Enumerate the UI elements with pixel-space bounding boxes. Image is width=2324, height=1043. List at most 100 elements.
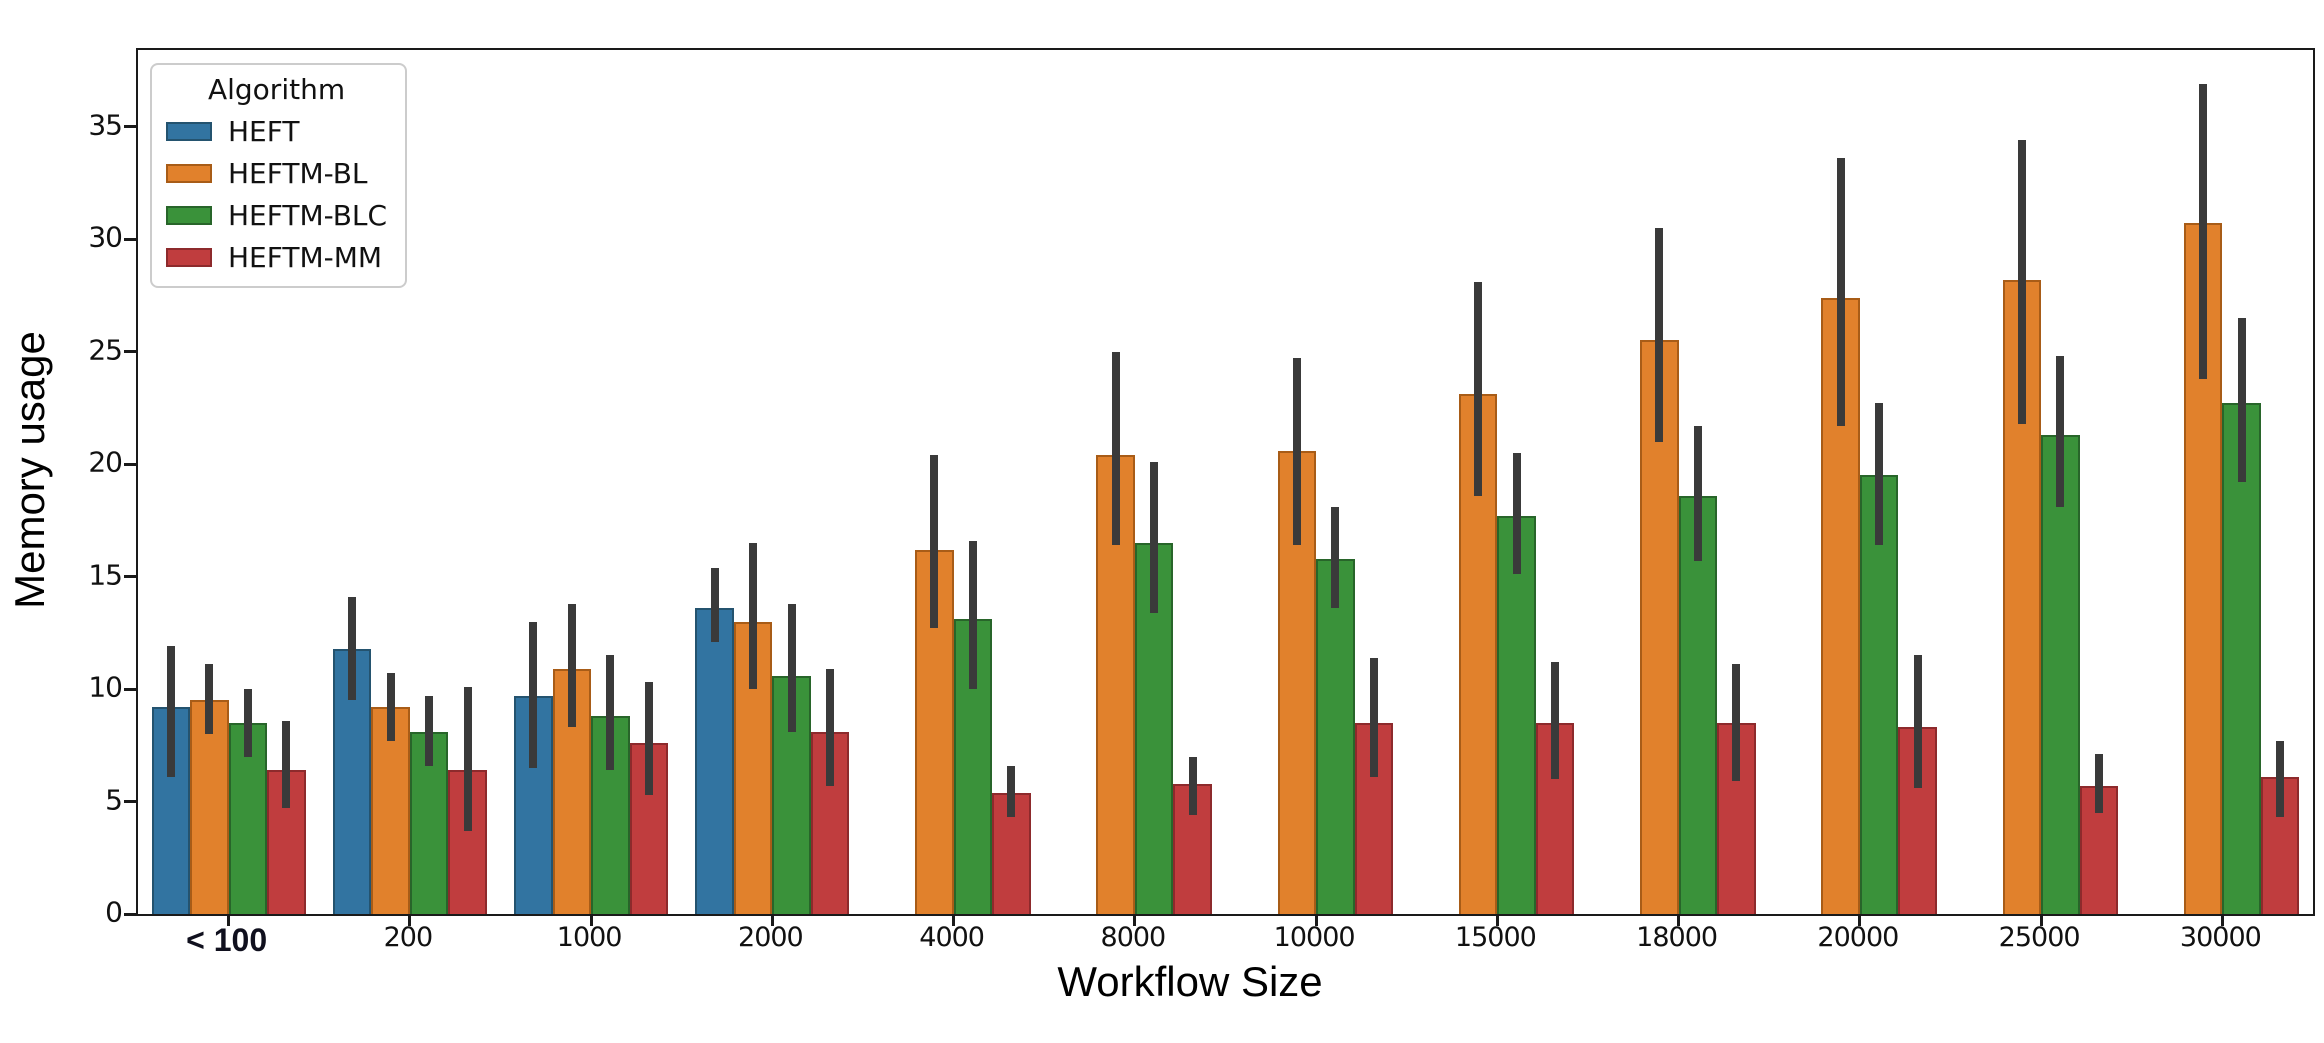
error-bar-HEFTM-BL-18000 — [1655, 227, 1664, 442]
x-tick-label-2000: 2000 — [738, 922, 804, 953]
plot-area — [138, 50, 2313, 914]
error-bar-HEFTM-BL-4000 — [930, 455, 939, 629]
error-bar-HEFTM-MM-4000 — [1007, 765, 1016, 818]
x-tick-10000 — [1314, 914, 1318, 926]
legend-items: HEFT HEFTM-BL HEFTM-BLC HEFTM-MM — [166, 115, 387, 274]
y-axis-label: Memory usage — [6, 331, 53, 609]
x-tick-25000 — [2039, 914, 2043, 926]
y-tick-label-0: 0 — [105, 895, 123, 929]
error-bar-HEFTM-MM-10000 — [1369, 657, 1378, 777]
error-bar-HEFTM-BL-1000 — [567, 603, 576, 728]
y-tick-25 — [124, 350, 136, 354]
error-bar-HEFTM-BLC-25000 — [2056, 356, 2065, 507]
legend-item-HEFTM-MM: HEFTM-MM — [166, 241, 387, 274]
legend-label: HEFTM-BL — [228, 157, 368, 190]
error-bar-HEFTM-MM-20000 — [1913, 655, 1922, 788]
error-bar-HEFTM-BL-30000 — [2199, 83, 2208, 379]
legend-item-HEFT: HEFT — [166, 115, 387, 148]
x-tick-200 — [408, 914, 412, 926]
x-tick-2000 — [770, 914, 774, 926]
y-tick-label-30: 30 — [88, 220, 123, 254]
error-bar-HEFTM-MM-15000 — [1551, 662, 1560, 779]
x-tick-label-20000: 20000 — [1817, 922, 1899, 953]
x-tick-label-25000: 25000 — [1998, 922, 2081, 953]
x-tick-15000 — [1495, 914, 1499, 926]
bar-HEFT-200 — [332, 648, 372, 914]
plot-box: Algorithm HEFT HEFTM-BL HEFTM-BLC HEFTM-MM — [124, 48, 2315, 926]
error-bar-HEFTM-MM-25000 — [2094, 754, 2103, 813]
x-tick-label-4000: 4000 — [919, 922, 985, 953]
error-bar-HEFTM-BL-10000 — [1292, 358, 1301, 545]
bar-HEFTM-BL-< 100 — [190, 700, 229, 914]
error-bar-HEFTM-BLC-10000 — [1331, 506, 1340, 608]
y-tick-30 — [124, 237, 136, 241]
error-bar-HEFT-< 100 — [166, 646, 175, 777]
bar-HEFTM-BLC-30000 — [2222, 403, 2261, 914]
error-bar-HEFTM-MM-8000 — [1188, 756, 1197, 815]
x-tick-label-15000: 15000 — [1454, 922, 1537, 953]
y-tick-0 — [124, 912, 136, 916]
y-tick-35 — [124, 125, 136, 128]
bar-HEFTM-BLC-10000 — [1316, 558, 1355, 914]
error-bar-HEFTM-BL-15000 — [1474, 281, 1483, 496]
y-tick-15 — [124, 575, 136, 578]
legend-label: HEFT — [228, 115, 300, 148]
x-tick-label-18000: 18000 — [1636, 922, 1718, 953]
error-bar-HEFTM-BLC-20000 — [1875, 403, 1884, 545]
y-tick-10 — [124, 687, 136, 691]
y-tick-label-25: 25 — [88, 333, 123, 366]
y-tick-label-5: 5 — [105, 783, 123, 816]
y-tick-label-15: 15 — [88, 558, 123, 591]
error-bar-HEFT-2000 — [710, 567, 719, 642]
error-bar-HEFTM-MM-< 100 — [282, 720, 291, 809]
bar-HEFTM-BLC-25000 — [2041, 434, 2080, 914]
legend-item-HEFTM-BLC: HEFTM-BLC — [166, 199, 387, 232]
legend-label: HEFTM-MM — [228, 241, 383, 274]
error-bar-HEFT-200 — [348, 596, 357, 701]
error-bar-HEFTM-BLC-2000 — [787, 603, 796, 732]
x-tick-label-1000: 1000 — [556, 922, 623, 953]
bar-HEFTM-BLC-2000 — [772, 675, 811, 914]
error-bar-HEFTM-BL-25000 — [2017, 140, 2026, 424]
x-tick-8000 — [1133, 914, 1137, 926]
x-tick-1000 — [589, 914, 593, 926]
error-bar-HEFTM-BLC-8000 — [1150, 461, 1159, 613]
y-tick-label-35: 35 — [88, 108, 123, 141]
x-tick-label-< 100: < 100 — [186, 922, 268, 958]
error-bar-HEFTM-BL-20000 — [1836, 158, 1845, 426]
bar-HEFTM-BL-200 — [371, 707, 410, 914]
x-tick-< 100 — [227, 914, 231, 926]
legend-item-HEFTM-BL: HEFTM-BL — [166, 157, 387, 190]
error-bar-HEFT-1000 — [529, 621, 538, 768]
legend-swatch-icon — [166, 206, 212, 225]
y-tick-label-20: 20 — [88, 445, 123, 479]
x-tick-20000 — [1858, 914, 1862, 926]
x-tick-30000 — [2220, 914, 2224, 926]
x-tick-label-8000: 8000 — [1100, 922, 1167, 953]
y-tick-label-10: 10 — [88, 670, 123, 704]
x-tick-label-10000: 10000 — [1273, 922, 1356, 953]
legend-label: HEFTM-BLC — [228, 199, 388, 232]
error-bar-HEFTM-BLC-30000 — [2237, 317, 2246, 482]
legend-swatch-icon — [166, 248, 212, 267]
error-bar-HEFTM-BLC-18000 — [1693, 425, 1702, 561]
error-bar-HEFTM-BL-2000 — [749, 542, 758, 689]
x-tick-label-200: 200 — [383, 922, 434, 953]
error-bar-HEFTM-MM-200 — [463, 686, 472, 831]
error-bar-HEFTM-BL-200 — [386, 673, 395, 741]
error-bar-HEFTM-BLC-< 100 — [243, 689, 252, 757]
error-bar-HEFTM-BL-8000 — [1111, 351, 1120, 545]
error-bar-HEFTM-MM-1000 — [644, 682, 653, 795]
legend-swatch-icon — [166, 122, 212, 141]
x-tick-18000 — [1677, 914, 1681, 926]
x-tick-4000 — [952, 914, 956, 926]
legend-swatch-icon — [166, 164, 212, 183]
x-tick-label-30000: 30000 — [2179, 922, 2262, 953]
error-bar-HEFTM-MM-2000 — [826, 668, 835, 786]
y-tick-20 — [124, 462, 136, 466]
legend: Algorithm HEFT HEFTM-BL HEFTM-BLC HEFTM-MM — [150, 63, 408, 288]
error-bar-HEFTM-BLC-1000 — [606, 655, 615, 771]
error-bar-HEFTM-MM-30000 — [2276, 740, 2285, 818]
bar-HEFTM-BLC-15000 — [1497, 515, 1536, 914]
